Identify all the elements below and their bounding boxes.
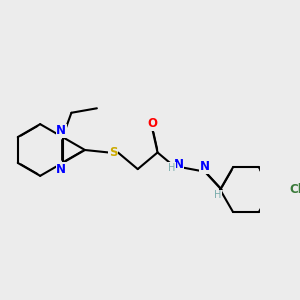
Text: N: N	[200, 160, 209, 173]
Text: N: N	[56, 124, 66, 137]
Text: Cl: Cl	[290, 183, 300, 196]
Text: H: H	[214, 190, 221, 200]
Text: S: S	[109, 146, 118, 159]
Text: O: O	[147, 117, 158, 130]
Text: N: N	[56, 163, 66, 176]
Text: H: H	[168, 163, 176, 173]
Text: N: N	[174, 158, 184, 171]
